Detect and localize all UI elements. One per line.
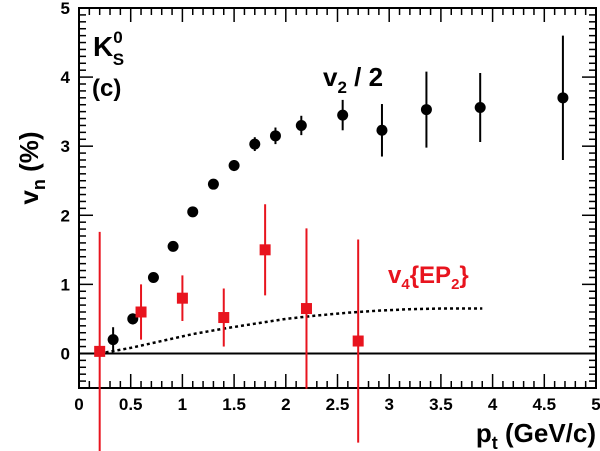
x-tick-label: 3 xyxy=(384,395,393,414)
y-axis-title-rest: (%) xyxy=(14,131,44,179)
particle-label-main: K xyxy=(93,31,113,62)
v2-point xyxy=(337,109,349,121)
series-label-v4-sub: 4 xyxy=(401,276,410,293)
v2-point xyxy=(107,334,119,346)
y-tick-label: 2 xyxy=(61,206,70,225)
v2-point xyxy=(207,178,219,190)
v4-point xyxy=(94,345,106,357)
x-tick-label: 1 xyxy=(178,395,187,414)
series-label-v2-main: v xyxy=(323,62,338,92)
particle-label-sup: 0 xyxy=(113,28,122,47)
v4-point xyxy=(176,292,188,304)
series-label-v4-sub2: 2 xyxy=(451,276,459,293)
v2-point xyxy=(376,124,388,136)
x-axis-title: pt (GeV/c) xyxy=(476,418,596,451)
dotted-curve xyxy=(99,307,483,355)
v4-point xyxy=(300,303,312,315)
y-axis-title-main: v xyxy=(14,190,44,205)
x-tick-label: 2.5 xyxy=(326,395,350,414)
x-tick-label: 0 xyxy=(74,395,83,414)
x-tick-label: 2 xyxy=(281,395,290,414)
y-axis-title-sub: n xyxy=(29,179,49,190)
series-label-v4-rest: {EP xyxy=(410,262,451,289)
series-label-v2-rest: / 2 xyxy=(347,62,383,92)
series-label-v4-rest2: } xyxy=(459,262,468,289)
v2-point xyxy=(295,119,307,131)
v2-point xyxy=(474,101,486,113)
series-label-v4-main: v xyxy=(388,262,402,289)
x-axis-title-main: p xyxy=(476,418,492,448)
v2-point xyxy=(269,130,281,142)
v2-point xyxy=(557,92,569,104)
panel-label: (c) xyxy=(92,75,121,102)
v2-point xyxy=(167,240,179,252)
particle-label: K0 S xyxy=(93,28,124,69)
x-tick-label: 1.5 xyxy=(222,395,246,414)
y-tick-label: 0 xyxy=(61,344,70,363)
v2-point xyxy=(420,104,432,116)
x-tick-label: 3.5 xyxy=(429,395,453,414)
x-tick-label: 5 xyxy=(591,395,600,414)
v2-point xyxy=(187,206,199,218)
series-label-v2-sub: 2 xyxy=(337,78,346,97)
v4-point xyxy=(135,306,147,318)
series-label-v2: v2 / 2 xyxy=(323,62,383,97)
y-tick-label: 4 xyxy=(61,68,71,87)
v4-point xyxy=(352,335,364,347)
series-label-v4: v4{EP2} xyxy=(388,262,469,293)
v4-point xyxy=(218,312,230,324)
v4-point xyxy=(259,244,271,256)
v2-point xyxy=(228,160,240,172)
particle-label-sub: S xyxy=(113,50,124,69)
x-axis-title-sub: t xyxy=(492,433,498,451)
y-tick-label: 1 xyxy=(61,275,70,294)
y-axis-title: vn (%) xyxy=(14,131,49,204)
x-tick-label: 4 xyxy=(488,395,498,414)
plot-frame xyxy=(78,7,597,389)
x-axis-title-rest: (GeV/c) xyxy=(498,418,596,448)
x-tick-label: 0.5 xyxy=(119,395,143,414)
v2-point xyxy=(147,271,159,283)
y-tick-label: 3 xyxy=(61,137,70,156)
v2-point xyxy=(127,313,139,325)
x-tick-label: 4.5 xyxy=(532,395,556,414)
y-tick-label: 5 xyxy=(61,0,70,18)
v2-point xyxy=(249,138,261,150)
